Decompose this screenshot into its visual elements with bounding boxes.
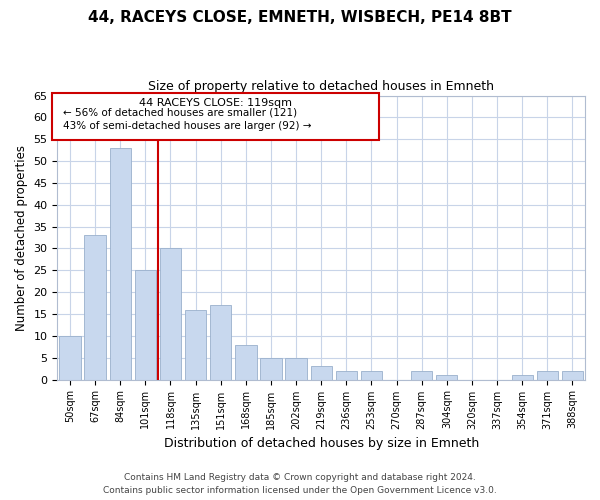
- Text: 43% of semi-detached houses are larger (92) →: 43% of semi-detached houses are larger (…: [62, 122, 311, 132]
- Bar: [110, 148, 131, 380]
- X-axis label: Distribution of detached houses by size in Emneth: Distribution of detached houses by size …: [164, 437, 479, 450]
- Text: ← 56% of detached houses are smaller (121): ← 56% of detached houses are smaller (12…: [62, 107, 297, 117]
- Text: 44 RACEYS CLOSE: 119sqm: 44 RACEYS CLOSE: 119sqm: [139, 98, 292, 108]
- Bar: [311, 366, 332, 380]
- Text: Contains HM Land Registry data © Crown copyright and database right 2024.
Contai: Contains HM Land Registry data © Crown c…: [103, 474, 497, 495]
- Bar: [59, 336, 80, 380]
- Bar: [286, 358, 307, 380]
- Bar: [536, 371, 558, 380]
- Bar: [411, 371, 433, 380]
- Bar: [134, 270, 156, 380]
- Bar: [160, 248, 181, 380]
- Bar: [210, 306, 232, 380]
- Bar: [562, 371, 583, 380]
- Bar: [260, 358, 281, 380]
- Bar: [85, 236, 106, 380]
- Text: 44, RACEYS CLOSE, EMNETH, WISBECH, PE14 8BT: 44, RACEYS CLOSE, EMNETH, WISBECH, PE14 …: [88, 10, 512, 25]
- Y-axis label: Number of detached properties: Number of detached properties: [15, 144, 28, 330]
- Bar: [335, 371, 357, 380]
- FancyBboxPatch shape: [52, 92, 379, 140]
- Bar: [361, 371, 382, 380]
- Bar: [235, 344, 257, 380]
- Bar: [512, 375, 533, 380]
- Bar: [436, 375, 457, 380]
- Bar: [185, 310, 206, 380]
- Title: Size of property relative to detached houses in Emneth: Size of property relative to detached ho…: [148, 80, 494, 93]
